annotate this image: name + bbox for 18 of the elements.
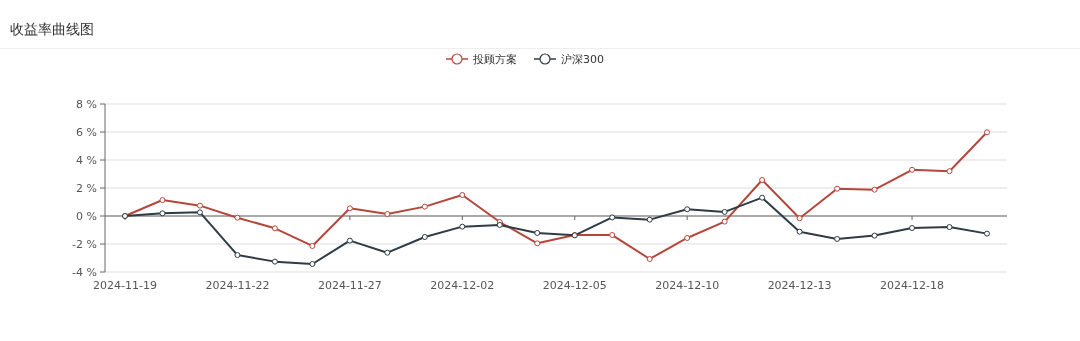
legend-label: 沪深300 xyxy=(561,53,604,66)
y-tick-label: -4 % xyxy=(72,266,97,279)
x-tick-label: 2024-11-27 xyxy=(317,279,382,292)
x-tick-label: 2024-12-13 xyxy=(767,279,832,292)
y-tick-label: 8 % xyxy=(76,98,97,111)
y-tick-label: -2 % xyxy=(72,238,97,251)
y-tick-label: 0 % xyxy=(76,210,97,223)
x-tick-label: 2024-12-18 xyxy=(880,279,945,292)
x-tick-label: 2024-12-10 xyxy=(655,279,720,292)
y-tick-label: 2 % xyxy=(76,182,97,195)
x-tick-label: 2024-11-22 xyxy=(205,279,270,292)
y-tick-label: 4 % xyxy=(76,154,97,167)
y-tick-label: 6 % xyxy=(76,126,97,139)
x-tick-label: 2024-12-05 xyxy=(542,279,607,292)
x-tick-label: 2024-12-02 xyxy=(430,279,495,292)
legend-label: 投顾方案 xyxy=(472,53,517,66)
x-tick-label: 2024-11-19 xyxy=(93,279,157,292)
chart-title: 收益率曲线图 xyxy=(10,21,94,37)
